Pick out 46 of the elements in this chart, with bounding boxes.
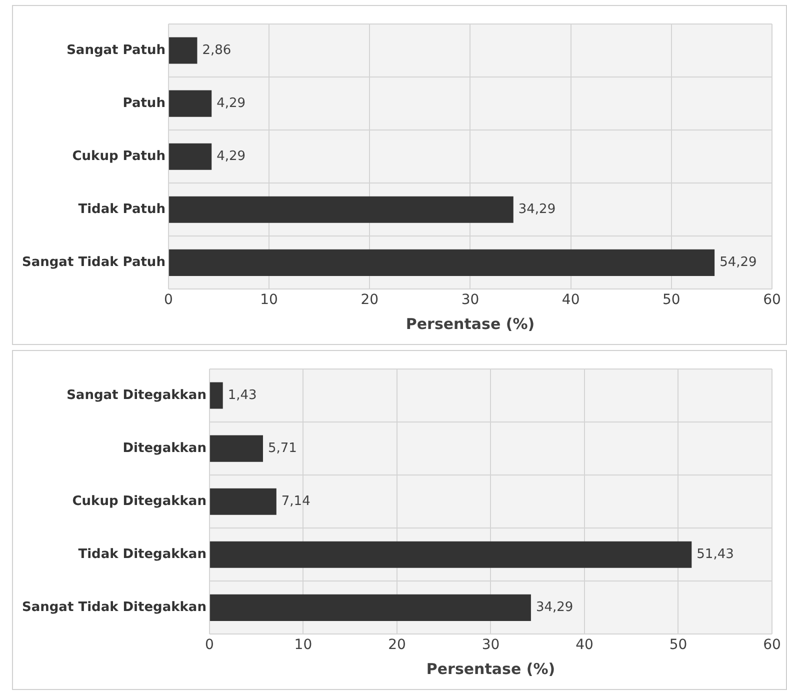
- y-tick-label: Sangat Patuh: [66, 42, 166, 58]
- x-tick-label: 20: [360, 292, 379, 308]
- bar: [168, 37, 198, 64]
- x-tick-label: 20: [388, 637, 406, 654]
- x-tick-label: 40: [562, 292, 580, 308]
- x-axis-title: Persentase (%): [406, 314, 535, 333]
- data-label: 4,29: [216, 148, 246, 164]
- x-tick-label: 60: [763, 637, 781, 654]
- bar: [210, 435, 263, 462]
- data-label: 34,29: [536, 600, 574, 616]
- x-tick-label: 60: [763, 292, 781, 308]
- x-axis-title: Persentase (%): [426, 660, 556, 678]
- data-label: 7,14: [281, 494, 310, 509]
- y-tick-label: Tidak Patuh: [78, 202, 166, 218]
- x-tick-label: 30: [461, 292, 480, 308]
- y-tick-label: Cukup Patuh: [72, 148, 166, 164]
- bar: [210, 382, 223, 409]
- data-label: 34,29: [518, 202, 556, 218]
- y-tick-label: Sangat Ditegakkan: [66, 388, 206, 403]
- y-tick-label: Tidak Ditegakkan: [78, 547, 206, 562]
- x-tick-label: 0: [164, 292, 173, 308]
- data-label: 5,71: [268, 440, 297, 456]
- data-label: 2,86: [202, 42, 232, 58]
- y-tick-label: Patuh: [122, 96, 166, 111]
- x-tick-label: 10: [260, 292, 278, 308]
- x-tick-label: 10: [294, 637, 312, 654]
- x-tick-label: 30: [482, 637, 500, 654]
- y-tick-label: Cukup Ditegakkan: [72, 494, 206, 509]
- bar: [210, 594, 531, 621]
- y-tick-label: Sangat Tidak Patuh: [22, 255, 166, 270]
- data-label: 54,29: [720, 255, 757, 270]
- bar: [168, 249, 715, 276]
- data-label: 4,29: [216, 96, 246, 111]
- data-label: 51,43: [696, 547, 734, 562]
- x-tick-label: 0: [204, 637, 214, 654]
- bar: [168, 143, 212, 170]
- bar: [168, 90, 212, 117]
- bar: [210, 488, 276, 515]
- y-tick-label: Ditegakkan: [122, 440, 206, 456]
- data-label: 1,43: [228, 388, 257, 403]
- x-tick-label: 40: [576, 637, 594, 654]
- x-tick-label: 50: [662, 292, 680, 308]
- x-tick-label: 50: [669, 637, 688, 654]
- bar: [210, 541, 692, 568]
- y-tick-label: Sangat Tidak Ditegakkan: [22, 600, 206, 616]
- bar: [168, 196, 514, 223]
